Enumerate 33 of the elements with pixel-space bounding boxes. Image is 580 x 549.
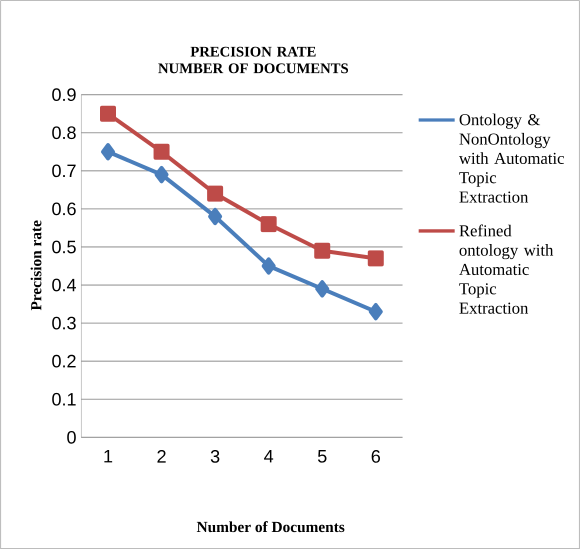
point — [262, 257, 276, 275]
y-axis-title: Precision rate — [30, 220, 42, 310]
y-tick-label: 0.6 — [52, 202, 76, 216]
point — [207, 185, 224, 202]
point — [260, 216, 277, 232]
point — [315, 280, 330, 298]
point — [101, 142, 116, 160]
x-axis-title: Number of Documents — [196, 521, 344, 532]
x-tick-label: 5 — [318, 450, 326, 462]
point — [154, 144, 170, 160]
legend-label: Ontology & NonOntology with Automatic Topic Extraction — [458, 113, 564, 202]
x-tick-label: 2 — [157, 450, 166, 462]
x-tick-label: 1 — [104, 450, 112, 462]
y-tick-label: 0.1 — [52, 392, 76, 406]
y-tick-label: 0.4 — [52, 278, 76, 292]
y-tick-label: 0.7 — [52, 164, 76, 178]
x-tick-label: 3 — [210, 450, 220, 463]
y-tick-label: 0.5 — [52, 240, 76, 254]
point — [154, 166, 169, 184]
y-tick-label: 0 — [67, 430, 76, 444]
point — [100, 106, 116, 122]
y-tick-label: 0.2 — [52, 354, 76, 368]
y-tick-label: 0.3 — [52, 316, 76, 330]
x-tick-label: 6 — [372, 450, 380, 463]
point — [314, 242, 330, 259]
legend-label: Refined ontology with Automatic Topic Extraction — [459, 224, 554, 314]
point — [368, 250, 384, 266]
x-tick-label: 4 — [264, 450, 274, 462]
point — [208, 208, 222, 226]
point — [368, 302, 383, 320]
y-tick-label: 0.9 — [52, 88, 76, 101]
y-tick-label: 0.8 — [52, 126, 76, 139]
chart-title: PRECISION RATE NUMBER OF DOCUMENTS — [158, 46, 348, 74]
